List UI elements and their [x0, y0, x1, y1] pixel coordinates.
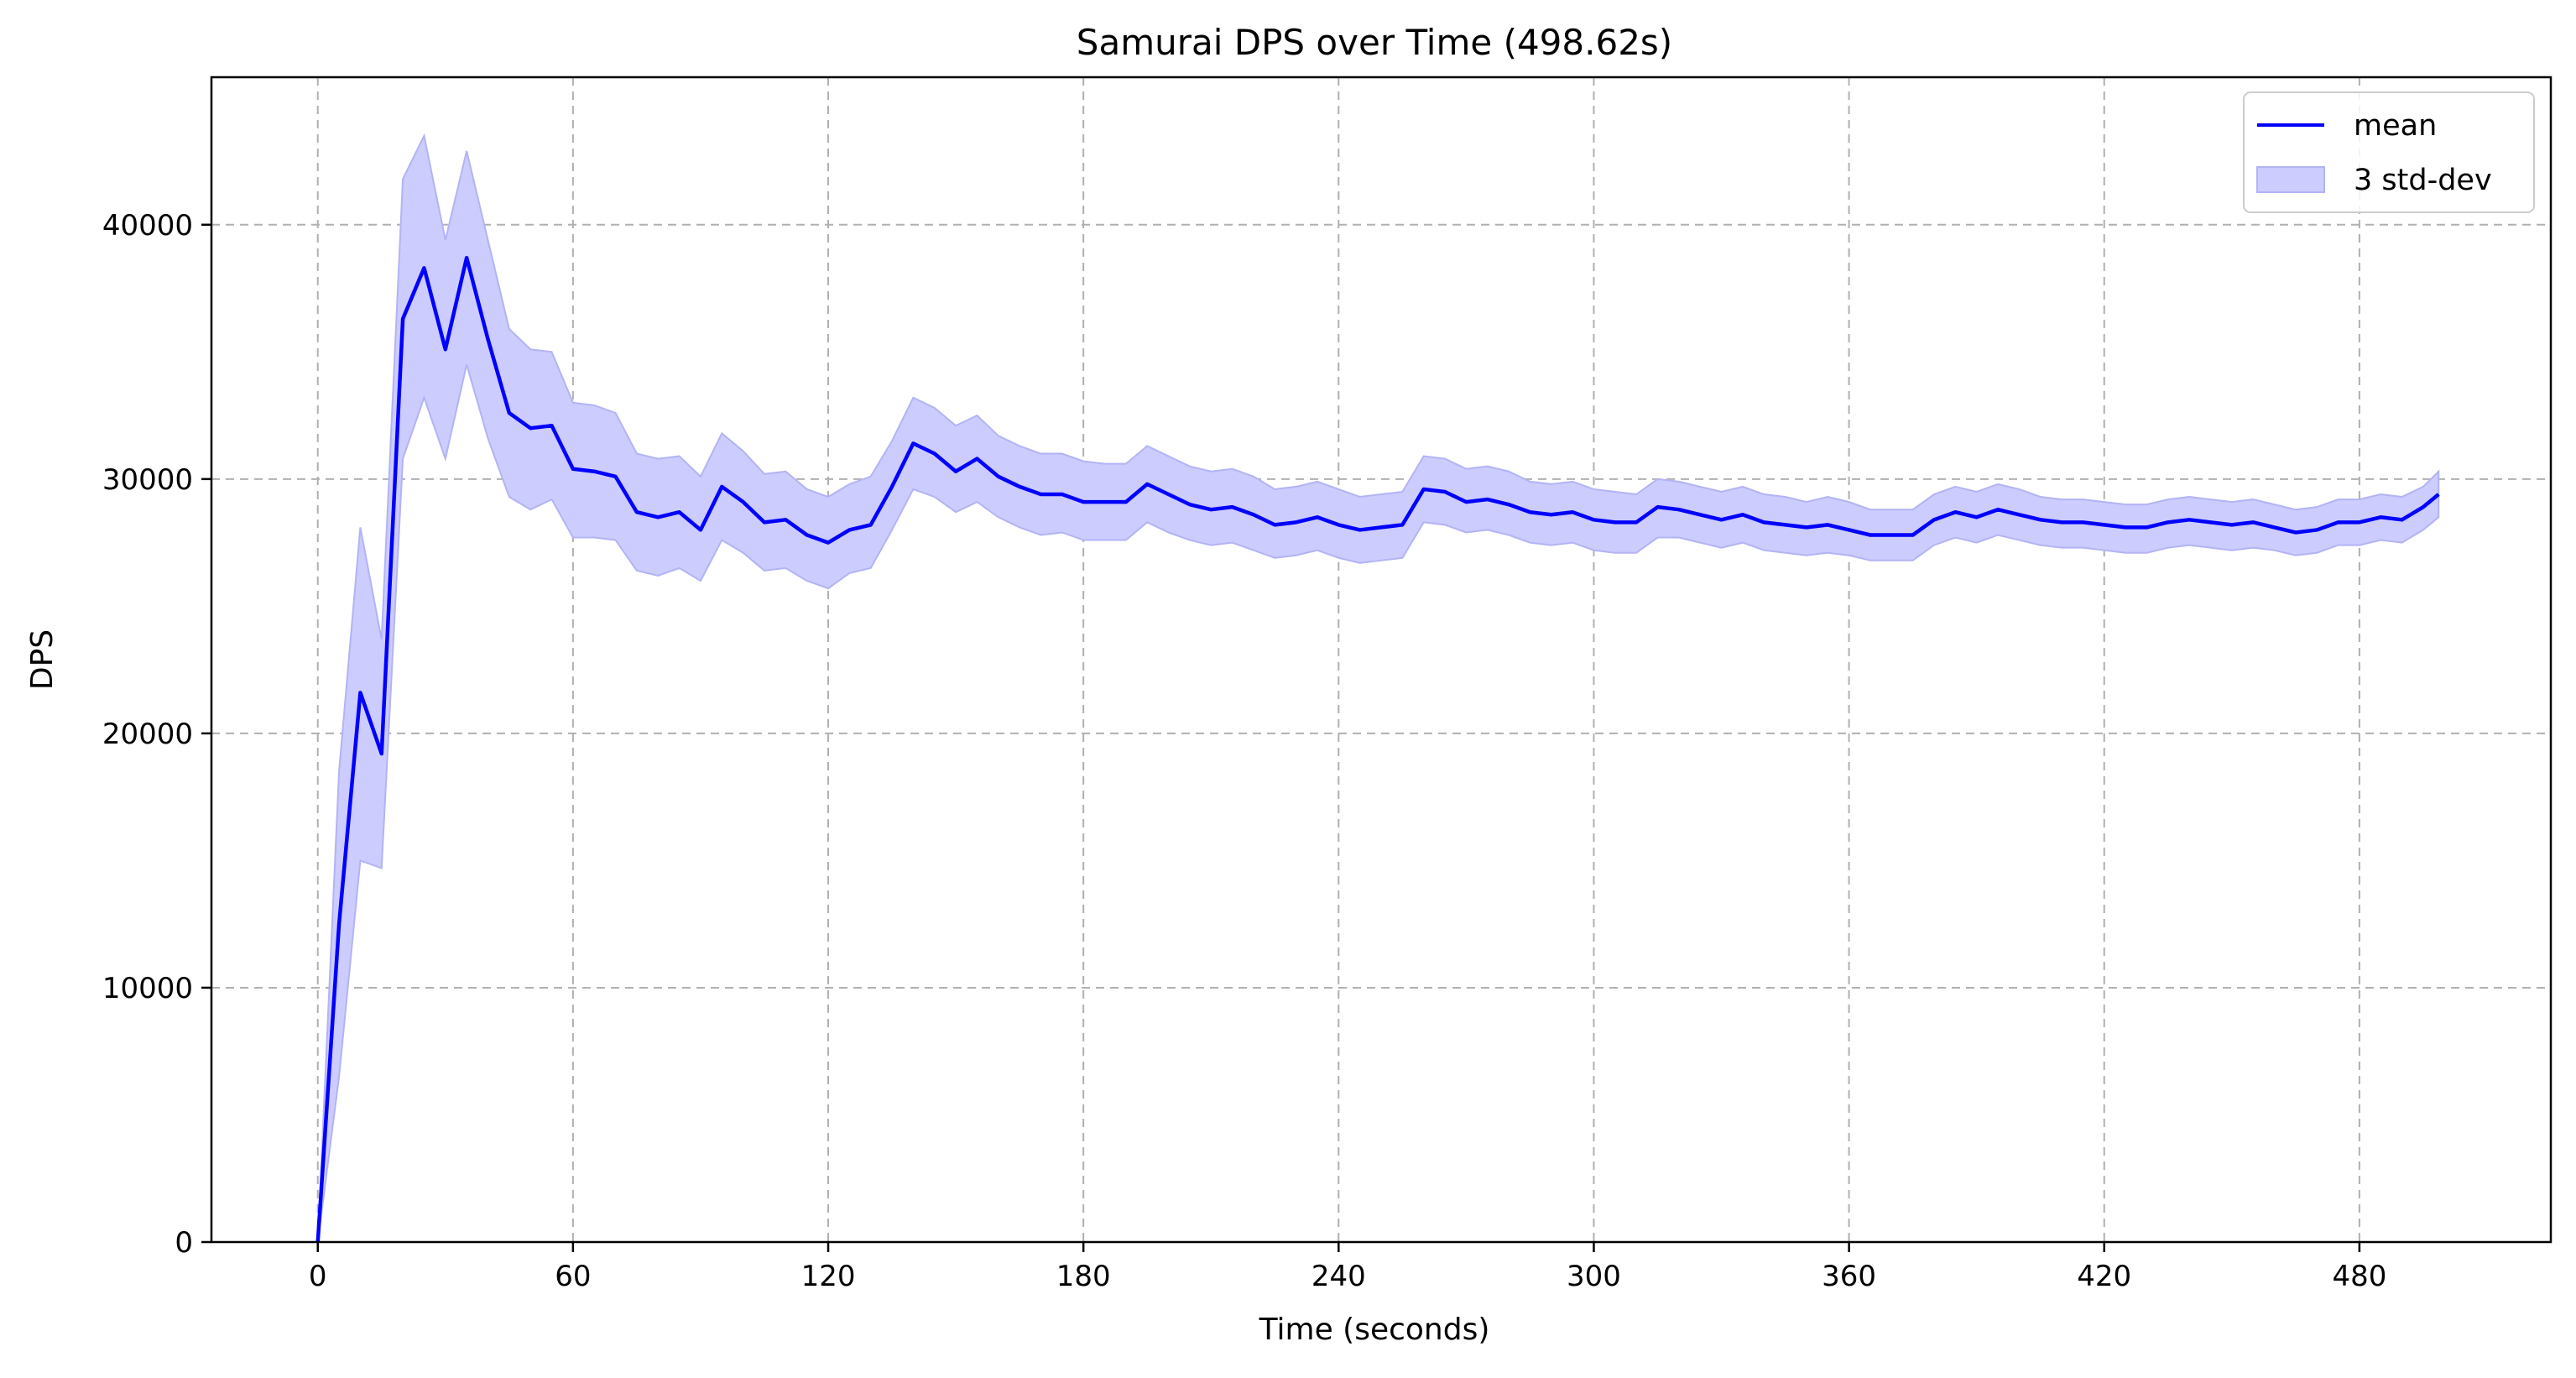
x-tick-label: 480 — [2332, 1260, 2386, 1293]
y-axis-ticks: 0 10000 20000 30000 40000 — [102, 209, 211, 1260]
x-tick-label: 420 — [2077, 1260, 2131, 1293]
x-tick-label: 60 — [555, 1260, 591, 1293]
y-tick-label: 30000 — [102, 463, 193, 497]
x-axis-title: Time (seconds) — [1259, 1313, 1490, 1347]
y-axis-title: DPS — [25, 629, 60, 690]
x-tick-label: 360 — [1822, 1260, 1876, 1293]
y-tick-label: 0 — [175, 1226, 193, 1260]
legend: mean 3 std-dev — [2243, 91, 2535, 213]
y-tick-label: 40000 — [102, 209, 193, 243]
legend-mean-label: mean — [2354, 109, 2437, 143]
x-tick-label: 300 — [1567, 1260, 1621, 1293]
legend-band-swatch — [2256, 166, 2325, 193]
x-axis-ticks: 0 60 120 180 240 300 360 420 480 — [309, 1242, 2386, 1293]
x-tick-label: 240 — [1311, 1260, 1366, 1293]
x-tick-label: 180 — [1056, 1260, 1111, 1293]
y-tick-label: 10000 — [102, 972, 193, 1005]
mean-line-layer — [315, 255, 2440, 1243]
mean-line — [315, 255, 2440, 1243]
x-tick-label: 120 — [801, 1260, 856, 1293]
legend-band-label: 3 std-dev — [2354, 164, 2492, 197]
x-tick-label: 0 — [309, 1260, 327, 1293]
y-tick-label: 20000 — [102, 718, 193, 751]
chart-title: Samurai DPS over Time (498.62s) — [1077, 22, 1672, 63]
plot-area-frame — [210, 76, 2553, 1244]
